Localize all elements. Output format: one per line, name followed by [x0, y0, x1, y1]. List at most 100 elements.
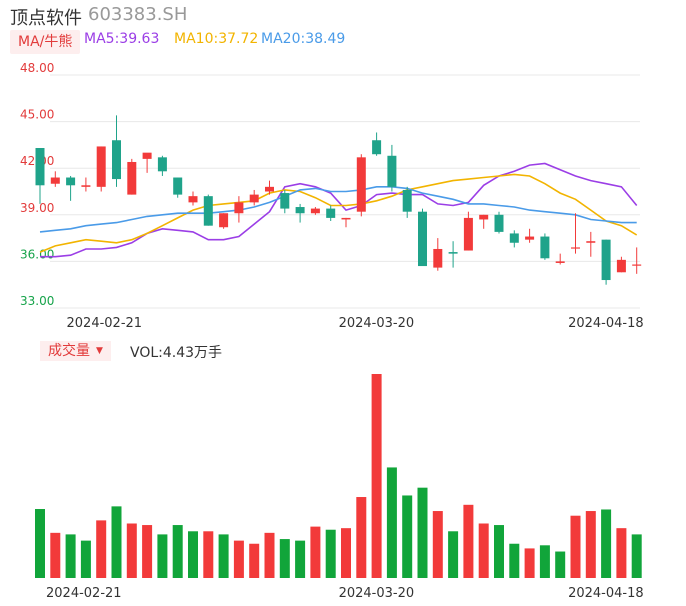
candle-body [265, 186, 274, 192]
ma5-legend: MA5:39.63 [84, 31, 160, 47]
volume-bar [341, 528, 351, 578]
volume-bar [279, 539, 290, 578]
volume-bar [432, 511, 443, 578]
volume-bar [631, 534, 642, 578]
volume-bar [310, 526, 321, 578]
volume-button-label: 成交量 [48, 343, 90, 359]
volume-bar [448, 531, 459, 578]
candle-body [433, 248, 443, 268]
candle-body [142, 152, 152, 159]
volume-bar [233, 540, 244, 578]
volume-bar [126, 523, 137, 578]
candle-body [188, 196, 198, 203]
candle-body [525, 236, 535, 240]
candle-body [632, 264, 642, 266]
volume-bar [218, 534, 229, 578]
volume-bar [585, 511, 596, 578]
candle-body [234, 202, 244, 214]
ma5-line [40, 162, 638, 258]
volume-bar [295, 540, 306, 578]
volume-bar [386, 467, 397, 578]
volume-bar [570, 515, 581, 578]
ma20-line [39, 186, 637, 233]
price-tick-label: 39.00 [20, 201, 54, 215]
candle-body [402, 189, 412, 212]
volume-bar [50, 532, 61, 578]
volume-bar [371, 374, 382, 578]
volume-bar [494, 525, 504, 578]
volume-bar [264, 532, 275, 578]
price-tick-label: 48.00 [20, 61, 54, 75]
volume-legend: VOL:4.43万手 [130, 345, 223, 361]
candle-body [586, 241, 596, 243]
volume-bar [142, 525, 153, 578]
candle-body [127, 161, 137, 195]
candle-body [387, 155, 397, 187]
candle-body [540, 236, 550, 259]
price-tick-label: 45.00 [20, 108, 54, 122]
candle-body [326, 208, 336, 218]
volume-date-tick-label: 2024-02-21 [46, 586, 122, 601]
volume-bar [203, 531, 214, 578]
candle-body [555, 261, 565, 263]
volume-bar [555, 551, 566, 578]
candle-body [356, 157, 366, 212]
volume-bar [601, 509, 612, 578]
candle-body [173, 177, 183, 195]
volume-bar [463, 504, 474, 578]
volume-bar [80, 540, 91, 578]
ma-indicator-button[interactable]: MA/牛熊 [10, 30, 81, 54]
candle-body [310, 208, 320, 214]
volume-indicator-button[interactable]: 成交量 ▼ [40, 341, 111, 361]
candle-body [571, 247, 580, 249]
candle-body [96, 146, 106, 187]
candle-body [601, 239, 611, 281]
volume-bar [172, 525, 183, 578]
volume-bar [188, 531, 198, 578]
volume-bar [417, 487, 428, 578]
volume-date-tick-label: 2024-03-20 [339, 586, 415, 601]
stock-code: 603383.SH [88, 4, 188, 25]
dropdown-arrow-icon: ▼ [96, 346, 103, 356]
volume-bar [402, 495, 413, 578]
volume-bar [616, 528, 627, 578]
volume-bar [524, 548, 535, 578]
volume-bar [478, 523, 489, 578]
candle-body [219, 213, 229, 228]
candle-body [448, 252, 458, 254]
volume-bar [157, 534, 168, 578]
candle-body [280, 193, 290, 209]
stock-name: 顶点软件 [10, 8, 82, 29]
price-tick-label: 33.00 [20, 294, 54, 308]
volume-bar [539, 545, 550, 578]
candle-body [203, 196, 213, 226]
candle-body [341, 217, 351, 220]
volume-date-tick-label: 2024-04-18 [568, 586, 644, 601]
ma10-line [39, 173, 638, 253]
candle-body [509, 233, 519, 243]
candle-body [418, 211, 427, 267]
candle-body [157, 157, 167, 172]
candle-body [81, 185, 91, 187]
date-tick-label: 2024-04-18 [568, 316, 644, 331]
candle-body [66, 177, 76, 186]
date-tick-label: 2024-02-21 [67, 316, 143, 331]
ma10-legend: MA10:37.72 [174, 31, 259, 47]
candle-body [50, 177, 60, 184]
ma20-legend: MA20:38.49 [261, 31, 346, 47]
date-tick-label: 2024-03-20 [339, 316, 415, 331]
volume-bar [111, 506, 122, 578]
candle-body [479, 214, 489, 220]
candle-body [249, 194, 259, 203]
volume-bar [356, 497, 367, 578]
volume-bar [249, 543, 260, 578]
candle-body [35, 148, 45, 186]
candle-body [295, 207, 305, 214]
candle-body [112, 140, 121, 180]
volume-bar [65, 534, 76, 578]
candle-body [494, 214, 504, 232]
volume-bar [96, 520, 107, 578]
price-tick-label: 36.00 [20, 247, 54, 261]
volume-bar [509, 543, 520, 578]
